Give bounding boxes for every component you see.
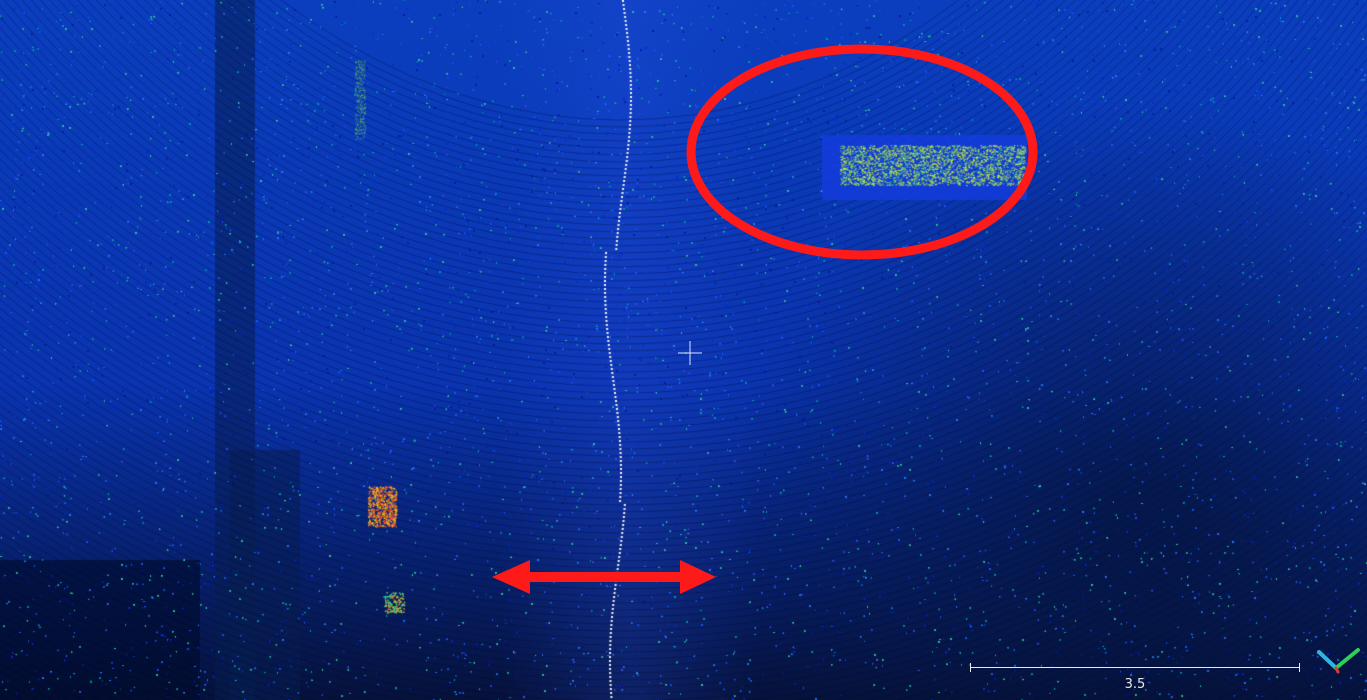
scale-bar-label: 3.5 bbox=[1124, 677, 1146, 692]
crosshair-icon bbox=[678, 341, 702, 365]
axis-trihedron-icon[interactable] bbox=[1316, 646, 1362, 676]
scale-bar-tick-left bbox=[970, 663, 971, 672]
scale-bar-tick-right bbox=[1299, 663, 1300, 672]
scale-bar: 3.5 bbox=[970, 662, 1300, 692]
scale-bar-line bbox=[970, 667, 1300, 668]
